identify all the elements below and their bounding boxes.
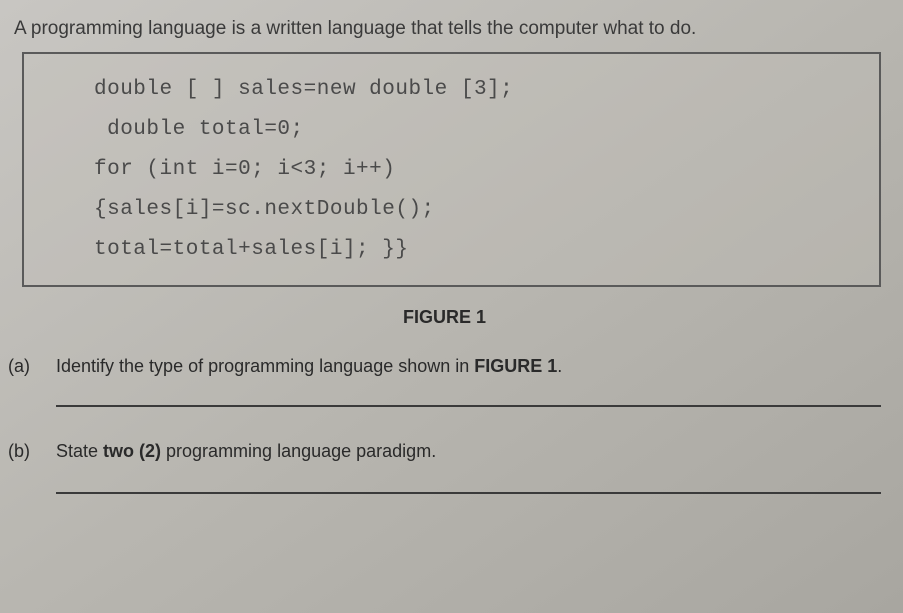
question-b-after: programming language paradigm. <box>161 441 436 461</box>
question-b-bold: two (2) <box>103 441 161 461</box>
question-b-text: State two (2) programming language parad… <box>56 441 881 462</box>
question-a-bold: FIGURE 1 <box>474 356 557 376</box>
code-line-4: {sales[i]=sc.nextDouble(); <box>94 190 859 230</box>
question-a-after: . <box>557 356 562 376</box>
code-line-2: double total=0; <box>94 110 859 150</box>
code-box: double [ ] sales=new double [3]; double … <box>22 52 881 287</box>
code-line-1: double [ ] sales=new double [3]; <box>94 70 859 110</box>
answer-line-a <box>56 405 881 407</box>
question-b-label: (b) <box>8 441 56 462</box>
question-b-before: State <box>56 441 103 461</box>
question-a-row: (a) Identify the type of programming lan… <box>8 356 881 377</box>
code-line-5: total=total+sales[i]; }} <box>94 230 859 270</box>
code-line-3: for (int i=0; i<3; i++) <box>94 150 859 190</box>
question-a-text: Identify the type of programming languag… <box>56 356 881 377</box>
figure-label: FIGURE 1 <box>8 307 881 328</box>
answer-line-b <box>56 492 881 494</box>
question-a-label: (a) <box>8 356 56 377</box>
intro-text: A programming language is a written lang… <box>8 18 881 40</box>
question-a-before: Identify the type of programming languag… <box>56 356 474 376</box>
question-b-row: (b) State two (2) programming language p… <box>8 441 881 462</box>
